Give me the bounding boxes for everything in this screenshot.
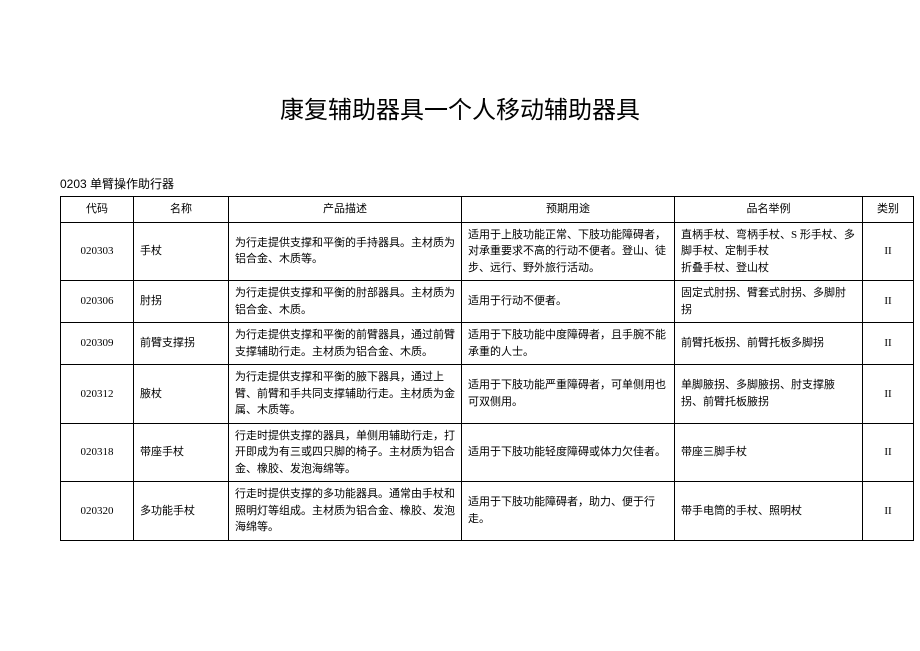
cell-code: 020309 (61, 323, 134, 365)
col-header-desc: 产品描述 (229, 197, 462, 223)
cell-ex: 固定式肘拐、臂套式肘拐、多脚肘拐 (675, 281, 863, 323)
table-row: 020312腋杖为行走提供支撑和平衡的腋下器具，通过上臂、前臂和手共同支撑辅助行… (61, 365, 914, 424)
cell-ex: 带座三脚手杖 (675, 423, 863, 482)
cell-name: 带座手杖 (134, 423, 229, 482)
cell-code: 020320 (61, 482, 134, 541)
cell-ex: 单脚腋拐、多脚腋拐、肘支撑腋拐、前臂托板腋拐 (675, 365, 863, 424)
cell-name: 多功能手杖 (134, 482, 229, 541)
cell-cat: II (863, 323, 914, 365)
cell-code: 020306 (61, 281, 134, 323)
col-header-cat: 类别 (863, 197, 914, 223)
table-row: 020303手杖为行走提供支撑和平衡的手持器具。主材质为铝合金、木质等。适用于上… (61, 222, 914, 281)
table-row: 020318带座手杖行走时提供支撑的器具，单侧用辅助行走，打开即成为有三或四只脚… (61, 423, 914, 482)
cell-desc: 行走时提供支撑的器具，单侧用辅助行走，打开即成为有三或四只脚的椅子。主材质为铝合… (229, 423, 462, 482)
section-subtitle: 0203 单臂操作助行器 (60, 175, 860, 192)
cell-desc: 为行走提供支撑和平衡的肘部器具。主材质为铝合金、木质。 (229, 281, 462, 323)
page-title: 康复辅助器具一个人移动辅助器具 (60, 90, 860, 125)
cell-name: 手杖 (134, 222, 229, 281)
cell-cat: II (863, 281, 914, 323)
cell-use: 适用于行动不便者。 (462, 281, 675, 323)
cell-code: 020312 (61, 365, 134, 424)
cell-use: 适用于下肢功能障碍者，助力、便于行走。 (462, 482, 675, 541)
cell-cat: II (863, 482, 914, 541)
cell-name: 腋杖 (134, 365, 229, 424)
cell-desc: 行走时提供支撑的多功能器具。通常由手杖和照明灯等组成。主材质为铝合金、橡胶、发泡… (229, 482, 462, 541)
col-header-code: 代码 (61, 197, 134, 223)
cell-use: 适用于下肢功能严重障碍者，可单侧用也可双侧用。 (462, 365, 675, 424)
cell-use: 适用于下肢功能中度障碍者，且手腕不能承重的人士。 (462, 323, 675, 365)
cell-cat: II (863, 365, 914, 424)
data-table: 代码 名称 产品描述 预期用途 品名举例 类别 020303手杖为行走提供支撑和… (60, 196, 914, 541)
cell-ex: 带手电筒的手杖、照明杖 (675, 482, 863, 541)
cell-desc: 为行走提供支撑和平衡的手持器具。主材质为铝合金、木质等。 (229, 222, 462, 281)
cell-code: 020303 (61, 222, 134, 281)
col-header-use: 预期用途 (462, 197, 675, 223)
table-header-row: 代码 名称 产品描述 预期用途 品名举例 类别 (61, 197, 914, 223)
cell-name: 前臂支撑拐 (134, 323, 229, 365)
cell-cat: II (863, 423, 914, 482)
cell-desc: 为行走提供支撑和平衡的腋下器具，通过上臂、前臂和手共同支撑辅助行走。主材质为金属… (229, 365, 462, 424)
cell-use: 适用于下肢功能轻度障碍或体力欠佳者。 (462, 423, 675, 482)
table-row: 020306肘拐为行走提供支撑和平衡的肘部器具。主材质为铝合金、木质。适用于行动… (61, 281, 914, 323)
cell-ex: 前臂托板拐、前臂托板多脚拐 (675, 323, 863, 365)
table-row: 020320多功能手杖行走时提供支撑的多功能器具。通常由手杖和照明灯等组成。主材… (61, 482, 914, 541)
cell-ex: 直柄手杖、弯柄手杖、S 形手杖、多脚手杖、定制手杖折叠手杖、登山杖 (675, 222, 863, 281)
col-header-ex: 品名举例 (675, 197, 863, 223)
cell-cat: II (863, 222, 914, 281)
cell-name: 肘拐 (134, 281, 229, 323)
page: 康复辅助器具一个人移动辅助器具 0203 单臂操作助行器 代码 名称 产品描述 … (0, 0, 920, 561)
cell-use: 适用于上肢功能正常、下肢功能障碍者，对承重要求不高的行动不便者。登山、徒步、远行… (462, 222, 675, 281)
col-header-name: 名称 (134, 197, 229, 223)
table-row: 020309前臂支撑拐为行走提供支撑和平衡的前臂器具，通过前臂支撑辅助行走。主材… (61, 323, 914, 365)
cell-code: 020318 (61, 423, 134, 482)
cell-desc: 为行走提供支撑和平衡的前臂器具，通过前臂支撑辅助行走。主材质为铝合金、木质。 (229, 323, 462, 365)
